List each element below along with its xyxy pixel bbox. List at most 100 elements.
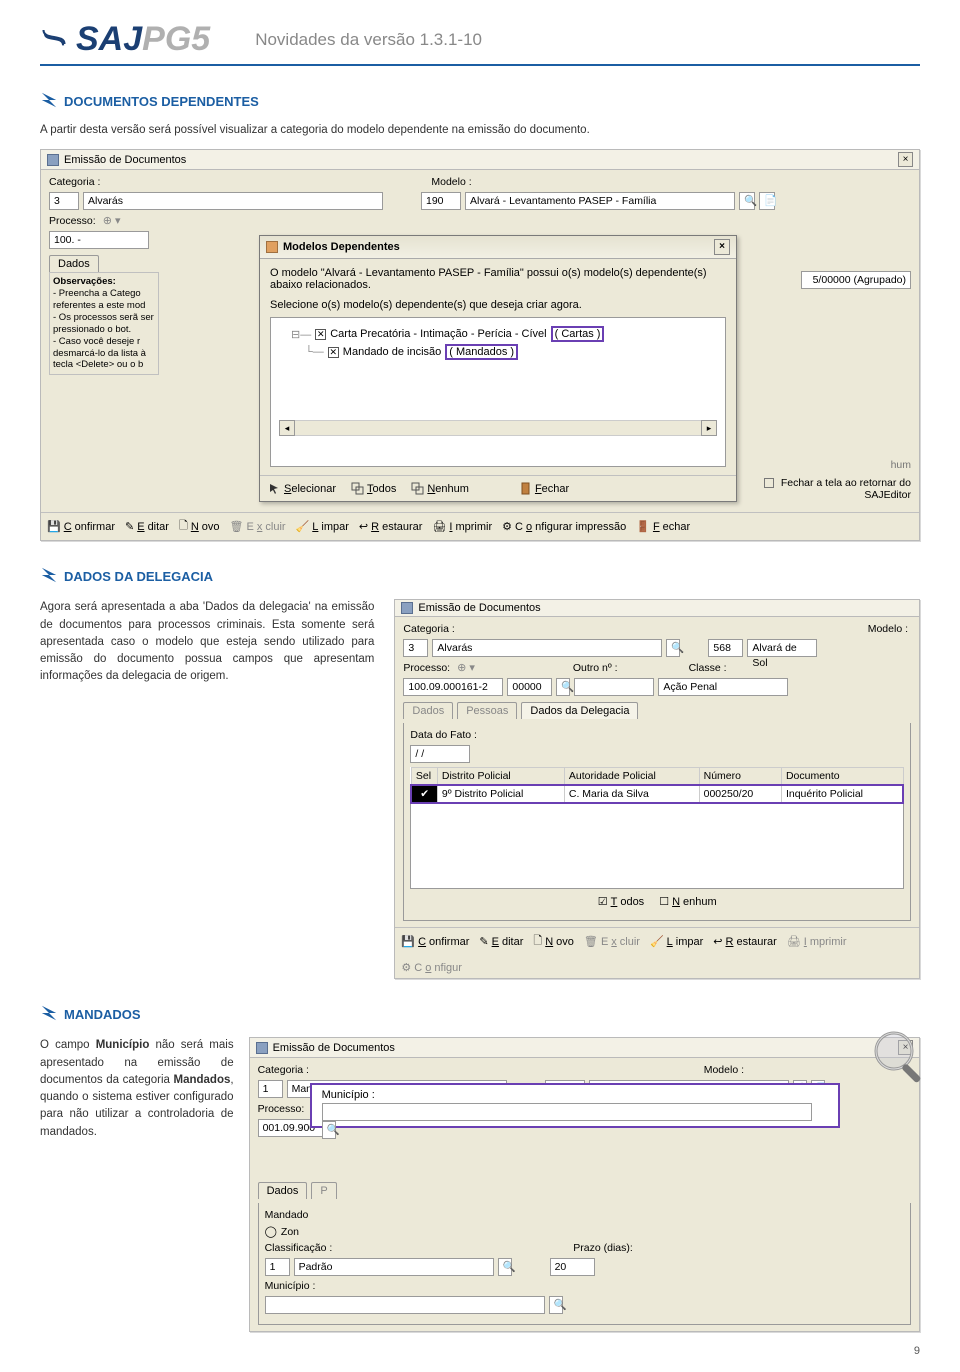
- page-title: Novidades da versão 1.3.1-10: [255, 30, 482, 50]
- obs-title: Observações:: [53, 276, 116, 287]
- processo-extra[interactable]: 00000: [507, 678, 552, 696]
- restaurar-button[interactable]: ↩ Restaurar: [713, 935, 777, 948]
- search-icon[interactable]: 🔍: [498, 1258, 512, 1276]
- doc-icon[interactable]: 📄: [759, 192, 775, 210]
- modal-close-icon[interactable]: ×: [714, 239, 730, 255]
- municipio-callout: Município : 🔍: [310, 1083, 840, 1128]
- section-para: O campo Município não será mais apresent…: [40, 1037, 234, 1141]
- categoria-code[interactable]: 1: [258, 1080, 283, 1098]
- fechar-tela-label: Fechar a tela ao retornar do SAJEditor: [781, 477, 911, 501]
- search-icon[interactable]: 🔍: [556, 678, 570, 696]
- uncheck-all-icon: [411, 482, 424, 495]
- categoria-code[interactable]: 3: [49, 192, 79, 210]
- configurar-button[interactable]: ⚙ Configurar impressão: [502, 520, 626, 533]
- search-icon[interactable]: 🔍: [666, 639, 680, 657]
- tree-item-1[interactable]: ⊟— ✕ Carta Precatória - Intimação - Perí…: [291, 326, 717, 342]
- categoria-name[interactable]: Alvarás: [432, 639, 662, 657]
- limpar-button[interactable]: 🧹 Limpar: [650, 935, 703, 948]
- processo-val[interactable]: 100.09.000161-2: [403, 678, 503, 696]
- emissao-window-2: Emissão de Documentos Categoria : Modelo…: [394, 599, 920, 979]
- outro-field[interactable]: [574, 678, 654, 696]
- table-row[interactable]: ✔ 9º Distrito Policial C. Maria da Silva…: [411, 785, 903, 803]
- logo-text: SAJPG5: [76, 20, 210, 59]
- th-numero: Número: [699, 768, 781, 786]
- editar-button[interactable]: ✎ Editar: [479, 935, 523, 948]
- modelo-name[interactable]: Alvará de Sol: [747, 639, 817, 657]
- municipio-label: Município :: [265, 1280, 316, 1292]
- excluir-button[interactable]: 🗑 Excluir: [584, 935, 640, 948]
- novo-button[interactable]: 🗋 Novo: [179, 517, 220, 536]
- todos-button[interactable]: Todos: [351, 482, 396, 495]
- checkbox-icon[interactable]: ✕: [315, 329, 326, 340]
- logo-icon: [40, 23, 68, 56]
- categoria-name[interactable]: Alvarás: [83, 192, 383, 210]
- section-mandados: MANDADOS O campo Município não será mais…: [40, 1004, 920, 1332]
- novo-button[interactable]: 🗋 Novo: [533, 932, 574, 951]
- nenhum-button[interactable]: ☐ Nenhum: [659, 895, 716, 908]
- imprimir-button[interactable]: 🖨 Imprimir: [432, 520, 492, 533]
- fechar-button[interactable]: 🚪 Fechar: [636, 520, 690, 533]
- emissao-window-3: Emissão de Documentos × Categoria : Mode…: [249, 1037, 920, 1332]
- classif-code[interactable]: 1: [265, 1258, 290, 1276]
- configurar-button[interactable]: ⚙ Configur: [401, 961, 462, 974]
- selecionar-button[interactable]: SSelecionarelecionar: [268, 482, 336, 495]
- section-title: DOCUMENTOS DEPENDENTES: [64, 94, 259, 109]
- modelo-code[interactable]: 190: [421, 192, 461, 210]
- search-icon[interactable]: 🔍: [549, 1296, 563, 1314]
- municipio-field[interactable]: [265, 1296, 545, 1314]
- door-icon: [519, 482, 532, 495]
- classif-name[interactable]: Padrão: [294, 1258, 494, 1276]
- scroll-right-icon[interactable]: ▸: [701, 420, 717, 436]
- cell-distrito: 9º Distrito Policial: [437, 785, 564, 803]
- th-sel: Sel: [411, 768, 437, 786]
- excluir-button[interactable]: 🗑 Excluir: [230, 520, 286, 533]
- processo-val[interactable]: 100. -: [49, 231, 149, 249]
- tab-dados[interactable]: Dados: [403, 702, 453, 719]
- window-icon: [47, 154, 59, 166]
- fechar-button[interactable]: Fechar: [519, 482, 569, 495]
- imprimir-button[interactable]: 🖨 Imprimir: [787, 935, 847, 948]
- todos-button[interactable]: ☑ Todos: [598, 895, 644, 908]
- scroll-left-icon[interactable]: ◂: [279, 420, 295, 436]
- page-number: 9: [914, 1345, 920, 1357]
- close-icon[interactable]: ×: [898, 152, 913, 167]
- modelo-name[interactable]: Alvará - Levantamento PASEP - Família: [465, 192, 735, 210]
- agrupado-badge: 5/00000 (Agrupado): [801, 271, 911, 289]
- confirmar-button[interactable]: 💾 Confirmar: [47, 520, 115, 533]
- data-fato-label: Data do Fato :: [410, 729, 477, 741]
- categoria-label: Categoria :: [403, 623, 454, 635]
- checkbox-icon[interactable]: ✕: [328, 347, 339, 358]
- confirmar-button[interactable]: 💾 Confirmar: [401, 935, 469, 948]
- nenhum-button[interactable]: Nenhum: [411, 482, 469, 495]
- search-icon[interactable]: 🔍: [322, 1121, 336, 1139]
- tab-pessoas[interactable]: Pessoas: [457, 702, 517, 719]
- tree-item-2[interactable]: └— ✕ Mandado de incisão ( Mandados ): [305, 344, 717, 360]
- callout-field[interactable]: [322, 1103, 812, 1121]
- window-icon: [401, 602, 413, 614]
- classe-val[interactable]: Ação Penal: [658, 678, 788, 696]
- search-icon[interactable]: 🔍: [739, 192, 755, 210]
- obs-body: - Preencha a Catego referentes a este mo…: [53, 288, 154, 370]
- data-fato-field[interactable]: / /: [410, 745, 470, 763]
- prazo-val[interactable]: 20: [550, 1258, 595, 1276]
- tab-delegacia[interactable]: Dados da Delegacia: [521, 702, 638, 719]
- dados-tab[interactable]: Dados: [49, 255, 99, 272]
- magnifier-icon: [870, 1027, 930, 1087]
- editar-button[interactable]: ✎ Editar: [125, 520, 169, 533]
- checkbox-icon[interactable]: [764, 478, 774, 488]
- cell-sel[interactable]: ✔: [411, 785, 437, 803]
- th-documento: Documento: [781, 768, 903, 786]
- emissao-window-1: Emissão de Documentos × Categoria : Mode…: [40, 149, 920, 541]
- restaurar-button[interactable]: ↩ Restaurar: [359, 520, 423, 533]
- modelo-code[interactable]: 568: [708, 639, 743, 657]
- outro-label: Outro nº :: [573, 662, 618, 674]
- observacoes-box: Observações: - Preencha a Catego referen…: [49, 272, 159, 375]
- categoria-code[interactable]: 3: [403, 639, 428, 657]
- dados-tab[interactable]: Dados: [258, 1182, 308, 1199]
- tree-item-cat: ( Mandados ): [445, 344, 518, 360]
- limpar-button[interactable]: 🧹 Limpar: [296, 520, 349, 533]
- tree-item-label: Carta Precatória - Intimação - Perícia -…: [330, 328, 546, 340]
- cell-numero: 000250/20: [699, 785, 781, 803]
- scrollbar[interactable]: ◂ ▸: [279, 420, 717, 436]
- modelos-dependentes-modal: Modelos Dependentes × O modelo "Alvará -…: [259, 235, 737, 502]
